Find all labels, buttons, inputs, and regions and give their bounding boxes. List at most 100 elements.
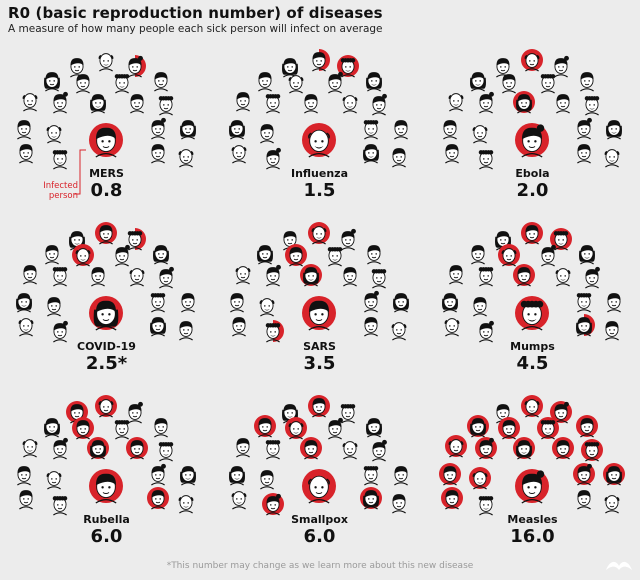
logo-icon [606, 561, 632, 570]
healthy-face-icon [23, 265, 37, 285]
healthy-face-icon [479, 91, 494, 114]
infected-face-icon [550, 228, 572, 251]
healthy-face-icon [288, 75, 304, 94]
healthy-face-icon [22, 93, 38, 112]
disease-name: MERS [89, 167, 124, 180]
infected-face-icon [262, 493, 284, 516]
healthy-face-icon [17, 466, 31, 486]
healthy-face-icon [448, 93, 464, 112]
healthy-face-icon [340, 404, 356, 424]
healthy-face-icon [502, 74, 516, 94]
r0-value: 6.0 [303, 526, 336, 547]
healthy-face-icon [604, 149, 620, 168]
infected-face-icon [521, 395, 543, 418]
healthy-face-icon [178, 495, 194, 514]
infected-face-icon [441, 487, 463, 510]
healthy-face-icon [17, 120, 31, 140]
healthy-face-icon [158, 442, 174, 462]
healthy-face-icon [473, 297, 487, 317]
healthy-face-icon [52, 150, 68, 170]
healthy-face-icon [304, 94, 318, 114]
infected-face-icon [467, 415, 489, 438]
healthy-face-icon [98, 53, 114, 72]
healthy-face-icon [478, 496, 494, 516]
healthy-face-icon [540, 74, 556, 94]
r0-value: 1.5 [303, 180, 336, 201]
infected-face-icon [521, 222, 543, 245]
healthy-face-icon [229, 120, 245, 140]
faces-group [17, 395, 196, 516]
healthy-face-icon [159, 266, 174, 289]
healthy-face-icon [282, 58, 298, 78]
healthy-face-icon [371, 269, 387, 289]
infected-person-icon [89, 296, 123, 331]
healthy-face-icon [231, 491, 247, 510]
healthy-face-icon [372, 93, 387, 116]
healthy-face-icon [442, 293, 458, 313]
disease-panel: Measles 16.0 [426, 386, 639, 559]
healthy-face-icon [53, 437, 68, 460]
healthy-face-icon [70, 58, 84, 78]
healthy-face-icon [179, 321, 193, 341]
infected-face-icon [127, 228, 146, 251]
faces-group [229, 395, 408, 516]
faces-group [16, 222, 195, 343]
healthy-face-icon [366, 72, 382, 92]
healthy-face-icon [478, 267, 494, 287]
healthy-face-icon [364, 290, 379, 313]
infected-person-icon [302, 296, 336, 331]
healthy-face-icon [366, 418, 382, 438]
healthy-face-icon [19, 490, 33, 510]
infected-face-icon [308, 395, 330, 418]
healthy-face-icon [265, 94, 281, 114]
healthy-face-icon [266, 264, 281, 287]
disease-panel: MERS 0.8 [0, 40, 213, 213]
healthy-face-icon [22, 439, 38, 458]
infected-face-icon [254, 415, 276, 438]
healthy-face-icon [394, 466, 408, 486]
healthy-face-icon [229, 466, 245, 486]
disease-panel: Mumps 4.5 [426, 213, 639, 386]
healthy-face-icon [367, 245, 381, 265]
healthy-face-icon [541, 244, 556, 267]
infected-face-icon [87, 437, 109, 460]
healthy-face-icon [52, 496, 68, 516]
healthy-face-icon [266, 147, 281, 170]
disease-name: Measles [507, 513, 558, 526]
healthy-face-icon [151, 117, 166, 140]
healthy-face-icon [372, 439, 387, 462]
healthy-face-icon [472, 125, 488, 144]
r0-value: 0.8 [90, 180, 123, 201]
healthy-face-icon [44, 418, 60, 438]
infected-face-icon [285, 417, 307, 440]
infected-face-icon [537, 417, 559, 440]
healthy-face-icon [606, 120, 622, 140]
infected-face-icon [576, 415, 598, 438]
faces-group [229, 49, 408, 170]
healthy-face-icon [394, 120, 408, 140]
infected-person-callout: Infected person [43, 181, 78, 201]
healthy-face-icon [180, 120, 196, 140]
disease-panel: Ebola 2.0 [426, 40, 639, 213]
healthy-face-icon [47, 297, 61, 317]
healthy-face-icon [235, 266, 251, 285]
healthy-face-icon [393, 293, 409, 313]
disease-name: Smallpox [291, 513, 348, 526]
infected-face-icon [603, 463, 625, 486]
infected-face-icon [360, 487, 382, 510]
healthy-face-icon [584, 96, 600, 116]
healthy-face-icon [579, 245, 595, 265]
healthy-face-icon [129, 268, 145, 287]
healthy-face-icon [580, 72, 594, 92]
infected-face-icon [552, 437, 574, 460]
infected-person-icon [302, 469, 336, 504]
healthy-face-icon [328, 417, 343, 440]
infected-person-icon [89, 123, 123, 158]
page-subtitle: A measure of how many people each sick p… [8, 23, 383, 35]
healthy-face-icon [479, 320, 494, 343]
r0-value: 2.5* [85, 353, 128, 374]
r0-value: 6.0 [90, 526, 123, 547]
healthy-face-icon [444, 318, 460, 337]
disease-name: Rubella [83, 513, 130, 526]
infected-face-icon [126, 437, 148, 460]
